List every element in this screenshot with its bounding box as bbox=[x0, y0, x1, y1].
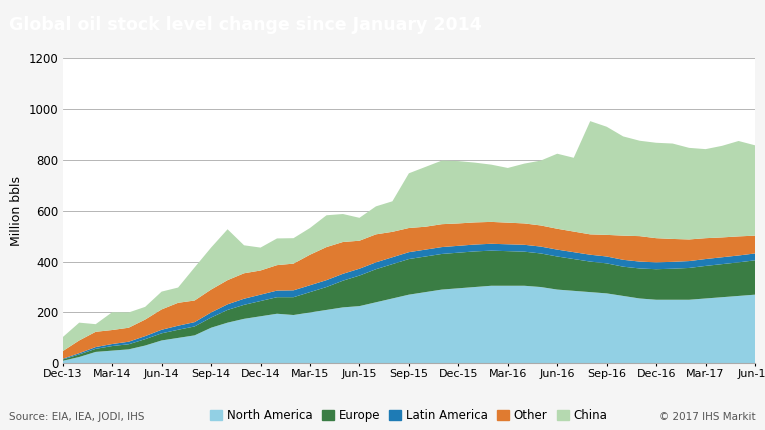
Y-axis label: Million bbls: Million bbls bbox=[10, 176, 23, 246]
Text: Global oil stock level change since January 2014: Global oil stock level change since Janu… bbox=[9, 16, 482, 34]
Legend: North America, Europe, Latin America, Other, China: North America, Europe, Latin America, Ot… bbox=[206, 404, 612, 427]
Text: Source: EIA, IEA, JODI, IHS: Source: EIA, IEA, JODI, IHS bbox=[9, 412, 145, 422]
Text: © 2017 IHS Markit: © 2017 IHS Markit bbox=[659, 412, 756, 422]
